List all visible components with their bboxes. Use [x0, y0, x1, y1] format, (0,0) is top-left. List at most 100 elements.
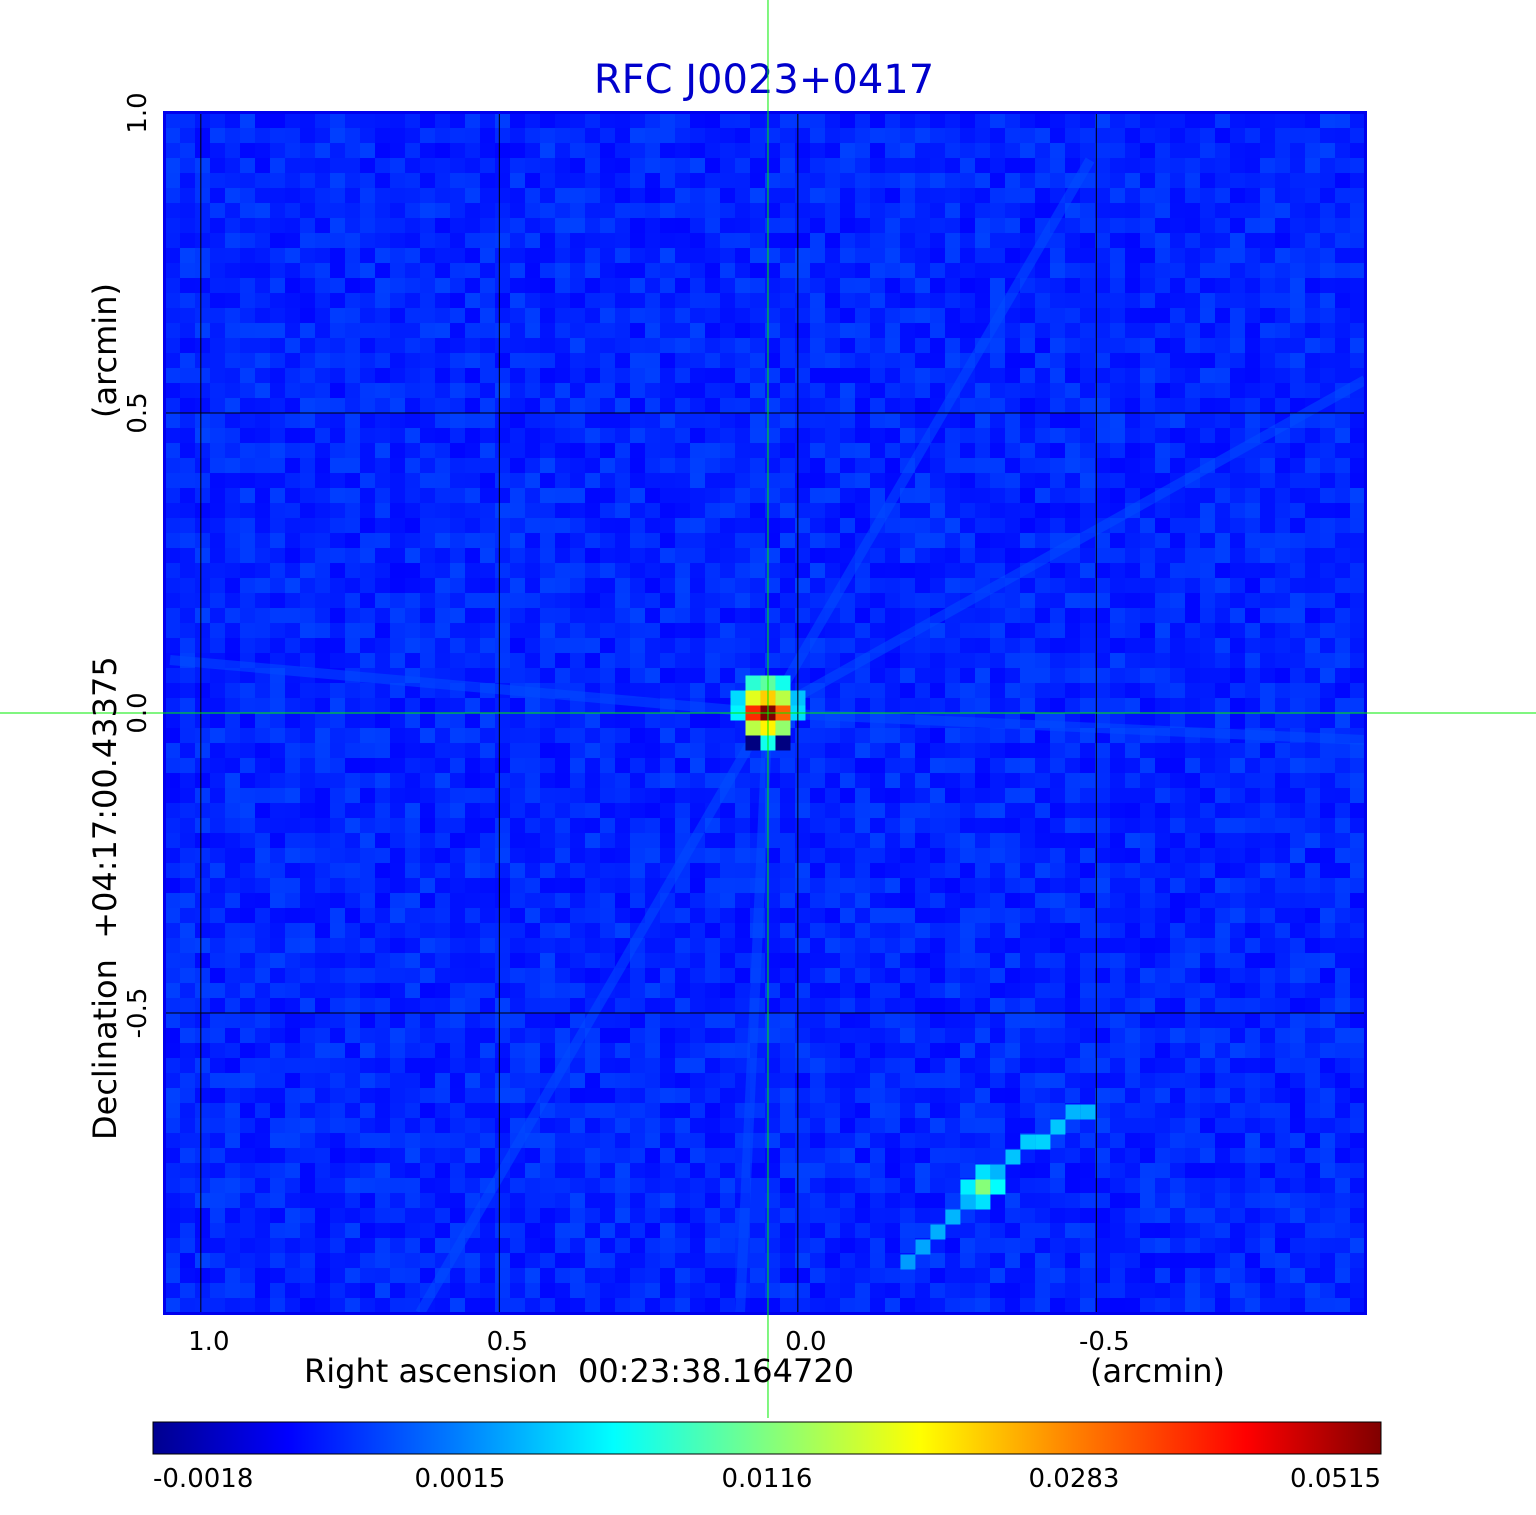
- heatmap-cell: [435, 158, 451, 174]
- heatmap-cell: [630, 578, 646, 594]
- heatmap-cell: [180, 143, 196, 159]
- heatmap-cell: [660, 1238, 676, 1254]
- heatmap-cell: [300, 1073, 316, 1089]
- heatmap-cell: [195, 128, 211, 144]
- heatmap-cell: [360, 893, 376, 909]
- heatmap-cell: [210, 293, 226, 309]
- heatmap-cell: [510, 158, 526, 174]
- heatmap-cell: [915, 398, 931, 414]
- heatmap-cell: [435, 338, 451, 354]
- heatmap-cell: [240, 1283, 256, 1299]
- heatmap-cell: [555, 1088, 571, 1104]
- heatmap-cell: [195, 368, 211, 384]
- heatmap-cell: [1035, 638, 1051, 654]
- heatmap-cell: [195, 743, 211, 759]
- heatmap-cell: [360, 263, 376, 279]
- heatmap-cell: [675, 158, 691, 174]
- heatmap-cell: [705, 113, 721, 129]
- heatmap-cell: [825, 1163, 841, 1179]
- heatmap-cell: [765, 833, 781, 849]
- heatmap-cell: [285, 1268, 301, 1284]
- heatmap-cell: [165, 1043, 181, 1059]
- heatmap-cell: [450, 413, 466, 429]
- heatmap-cell: [510, 143, 526, 159]
- heatmap-cell: [195, 1133, 211, 1149]
- heatmap-cell: [345, 998, 361, 1014]
- heatmap-cell: [735, 308, 751, 324]
- heatmap-cell: [630, 128, 646, 144]
- heatmap-cell: [675, 1238, 691, 1254]
- heatmap-cell: [975, 1073, 991, 1089]
- heatmap-cell: [495, 173, 511, 189]
- heatmap-cell: [1035, 518, 1051, 534]
- heatmap-cell: [345, 1193, 361, 1209]
- heatmap-cell: [735, 188, 751, 204]
- heatmap-cell: [1050, 1253, 1066, 1269]
- heatmap-cell: [255, 248, 271, 264]
- heatmap-cell: [900, 698, 916, 714]
- heatmap-cell: [705, 938, 721, 954]
- heatmap-cell: [660, 218, 676, 234]
- heatmap-cell: [1065, 458, 1081, 474]
- heatmap-cell: [540, 818, 556, 834]
- heatmap-cell: [1020, 683, 1036, 699]
- heatmap-cell: [750, 1148, 766, 1164]
- heatmap-cell: [465, 908, 481, 924]
- heatmap-cell: [705, 878, 721, 894]
- heatmap-cell: [1065, 488, 1081, 504]
- heatmap-cell: [630, 893, 646, 909]
- heatmap-cell: [345, 1298, 361, 1313]
- heatmap-cell: [780, 1148, 796, 1164]
- heatmap-cell: [210, 533, 226, 549]
- heatmap-cell: [705, 338, 721, 354]
- heatmap-cell: [570, 1058, 586, 1074]
- heatmap-cell: [705, 968, 721, 984]
- heatmap-cell: [300, 413, 316, 429]
- heatmap-cell: [540, 323, 556, 339]
- heatmap-cell: [600, 1043, 616, 1059]
- heatmap-cell: [885, 1223, 901, 1239]
- heatmap-cell: [975, 833, 991, 849]
- heatmap-cell: [405, 233, 421, 249]
- heatmap-cell: [615, 833, 631, 849]
- heatmap-cell: [900, 1133, 916, 1149]
- heatmap-cell: [525, 1133, 541, 1149]
- heatmap-cell: [765, 458, 781, 474]
- heatmap-cell: [1035, 863, 1051, 879]
- heatmap-cell: [690, 953, 706, 969]
- heatmap-cell: [165, 983, 181, 999]
- heatmap-cell: [180, 413, 196, 429]
- heatmap-cell: [825, 1223, 841, 1239]
- heatmap-cell: [945, 758, 961, 774]
- heatmap-cell: [270, 1133, 286, 1149]
- heatmap-cell: [780, 1298, 796, 1313]
- heatmap-cell: [375, 923, 391, 939]
- heatmap-cell: [765, 158, 781, 174]
- heatmap-cell: [720, 668, 736, 684]
- heatmap-cell: [315, 203, 331, 219]
- heatmap-cell: [510, 113, 526, 129]
- heatmap-cell: [690, 278, 706, 294]
- heatmap-cell: [900, 1223, 916, 1239]
- heatmap-cell: [660, 158, 676, 174]
- heatmap-cell: [870, 953, 886, 969]
- heatmap-cell: [450, 833, 466, 849]
- heatmap-cell: [405, 518, 421, 534]
- heatmap-cell: [900, 953, 916, 969]
- heatmap-cell: [795, 893, 811, 909]
- heatmap-cell: [360, 1088, 376, 1104]
- heatmap-cell: [525, 218, 541, 234]
- heatmap-cell: [555, 908, 571, 924]
- heatmap-cell: [690, 863, 706, 879]
- heatmap-cell: [255, 623, 271, 639]
- heatmap-cell: [660, 743, 676, 759]
- heatmap-cell: [570, 368, 586, 384]
- heatmap-cell: [675, 548, 691, 564]
- heatmap-cell: [645, 413, 661, 429]
- heatmap-cell: [555, 1148, 571, 1164]
- heatmap-cell: [165, 608, 181, 624]
- heatmap-cell: [345, 368, 361, 384]
- heatmap-cell: [780, 1163, 796, 1179]
- heatmap-cell: [705, 953, 721, 969]
- heatmap-cell: [675, 908, 691, 924]
